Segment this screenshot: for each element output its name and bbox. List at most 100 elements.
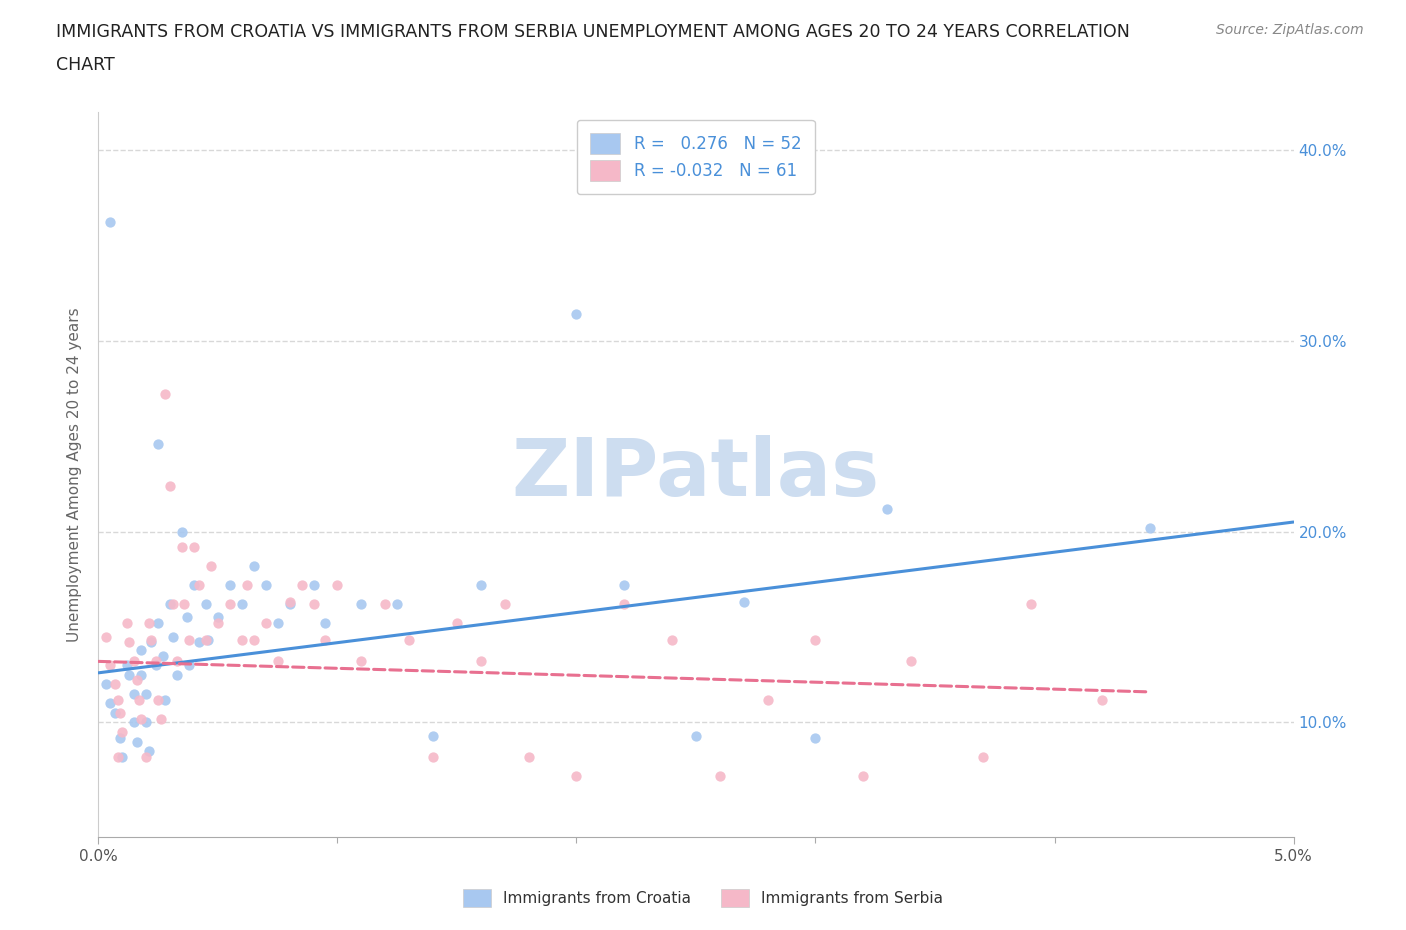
Point <box>350 597 373 612</box>
Point <box>128 692 150 707</box>
Point <box>231 633 253 648</box>
Point <box>187 635 209 650</box>
Point <box>278 595 301 610</box>
Point <box>254 578 277 592</box>
Point <box>733 595 755 610</box>
Point <box>94 677 117 692</box>
Point <box>315 633 337 648</box>
Point <box>100 658 122 672</box>
Point <box>350 654 373 669</box>
Text: IMMIGRANTS FROM CROATIA VS IMMIGRANTS FROM SERBIA UNEMPLOYMENT AMONG AGES 20 TO : IMMIGRANTS FROM CROATIA VS IMMIGRANTS FR… <box>56 23 1130 41</box>
Y-axis label: Unemployment Among Ages 20 to 24 years: Unemployment Among Ages 20 to 24 years <box>67 307 83 642</box>
Point <box>804 730 827 745</box>
Point <box>139 633 162 648</box>
Point <box>108 706 131 721</box>
Point <box>565 307 588 322</box>
Point <box>1091 692 1114 707</box>
Point <box>804 633 827 648</box>
Point <box>155 387 177 402</box>
Point <box>118 635 141 650</box>
Point <box>131 668 153 683</box>
Point <box>254 616 277 631</box>
Point <box>179 658 201 672</box>
Point <box>972 750 994 764</box>
Point <box>565 768 588 783</box>
Point <box>219 578 242 592</box>
Point <box>235 578 257 592</box>
Point <box>162 629 184 644</box>
Point <box>267 616 290 631</box>
Point <box>166 654 188 669</box>
Point <box>385 597 409 612</box>
Point <box>111 724 134 739</box>
Point <box>124 715 146 730</box>
Point <box>94 629 117 644</box>
Point <box>148 692 170 707</box>
Point <box>125 673 148 688</box>
Point <box>124 654 146 669</box>
Point <box>107 750 129 764</box>
Point <box>172 539 194 554</box>
Point <box>138 744 160 759</box>
Point <box>115 616 138 631</box>
Point <box>398 633 420 648</box>
Point <box>207 610 229 625</box>
Point <box>139 635 162 650</box>
Point <box>685 728 707 743</box>
Point <box>145 658 167 672</box>
Point <box>131 643 153 658</box>
Point <box>613 578 636 592</box>
Point <box>173 597 195 612</box>
Point <box>131 711 153 726</box>
Point <box>709 768 731 783</box>
Point <box>494 597 516 612</box>
Point <box>124 686 146 701</box>
Point <box>148 616 170 631</box>
Point <box>138 616 160 631</box>
Point <box>149 711 172 726</box>
Point <box>876 501 898 516</box>
Point <box>470 578 492 592</box>
Point <box>756 692 779 707</box>
Point <box>470 654 492 669</box>
Point <box>148 436 170 451</box>
Point <box>613 597 636 612</box>
Point <box>179 633 201 648</box>
Point <box>517 750 540 764</box>
Point <box>159 478 181 493</box>
Point <box>145 654 167 669</box>
Legend: Immigrants from Croatia, Immigrants from Serbia: Immigrants from Croatia, Immigrants from… <box>457 884 949 913</box>
Point <box>243 559 266 574</box>
Point <box>118 668 141 683</box>
Point <box>195 633 218 648</box>
Text: ZIPatlas: ZIPatlas <box>512 435 880 513</box>
Point <box>219 597 242 612</box>
Point <box>1019 597 1042 612</box>
Point <box>125 734 148 749</box>
Point <box>107 692 129 707</box>
Point <box>172 525 194 539</box>
Point <box>100 696 122 711</box>
Point <box>111 750 134 764</box>
Legend: R =   0.276   N = 52, R = -0.032   N = 61: R = 0.276 N = 52, R = -0.032 N = 61 <box>576 120 815 194</box>
Point <box>152 648 174 663</box>
Point <box>159 597 181 612</box>
Point <box>200 559 222 574</box>
Point <box>1139 520 1161 535</box>
Text: Source: ZipAtlas.com: Source: ZipAtlas.com <box>1216 23 1364 37</box>
Point <box>278 597 301 612</box>
Text: CHART: CHART <box>56 56 115 73</box>
Point <box>135 715 157 730</box>
Point <box>197 633 219 648</box>
Point <box>302 578 325 592</box>
Point <box>195 597 218 612</box>
Point <box>155 692 177 707</box>
Point <box>302 597 325 612</box>
Point <box>104 677 127 692</box>
Point <box>267 654 290 669</box>
Point <box>243 633 266 648</box>
Point <box>374 597 396 612</box>
Point <box>100 215 122 230</box>
Point <box>446 616 468 631</box>
Point <box>183 539 205 554</box>
